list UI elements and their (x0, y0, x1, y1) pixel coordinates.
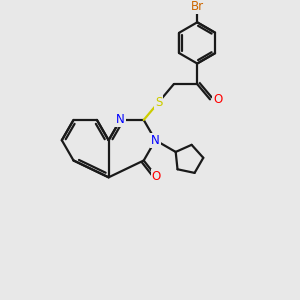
Text: N: N (151, 134, 160, 147)
Text: O: O (152, 170, 161, 183)
Text: O: O (213, 93, 223, 106)
Text: S: S (155, 95, 163, 109)
Text: Br: Br (190, 0, 204, 13)
Text: N: N (116, 113, 125, 127)
